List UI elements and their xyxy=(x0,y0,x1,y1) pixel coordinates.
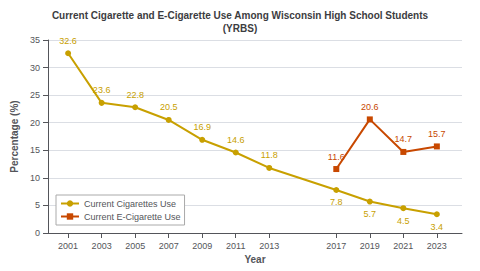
svg-text:23.6: 23.6 xyxy=(93,85,111,95)
svg-text:2023: 2023 xyxy=(427,241,447,251)
svg-text:32.6: 32.6 xyxy=(59,36,77,46)
svg-text:25: 25 xyxy=(30,90,40,100)
svg-text:2009: 2009 xyxy=(192,241,212,251)
svg-text:0: 0 xyxy=(35,228,40,238)
svg-text:30: 30 xyxy=(30,63,40,73)
svg-text:10: 10 xyxy=(30,173,40,183)
svg-text:2001: 2001 xyxy=(58,241,78,251)
svg-text:2021: 2021 xyxy=(393,241,413,251)
svg-text:11.8: 11.8 xyxy=(261,150,278,160)
svg-text:11.6: 11.6 xyxy=(328,152,345,162)
svg-text:2007: 2007 xyxy=(159,241,179,251)
svg-text:22.8: 22.8 xyxy=(126,90,144,100)
svg-text:5.7: 5.7 xyxy=(364,209,377,219)
svg-text:2005: 2005 xyxy=(125,241,145,251)
svg-text:20.6: 20.6 xyxy=(361,102,379,112)
svg-text:Current Cigarettes Use: Current Cigarettes Use xyxy=(84,199,176,209)
svg-text:15.7: 15.7 xyxy=(428,129,446,139)
svg-text:Current Cigarette and E-Cigare: Current Cigarette and E-Cigarette Use Am… xyxy=(52,10,429,21)
svg-text:14.6: 14.6 xyxy=(227,135,245,145)
svg-text:2013: 2013 xyxy=(259,241,279,251)
svg-text:2011: 2011 xyxy=(226,241,245,251)
svg-text:2003: 2003 xyxy=(92,241,112,251)
svg-text:15: 15 xyxy=(30,145,40,155)
svg-text:Percentage (%): Percentage (%) xyxy=(9,100,20,172)
svg-text:Year: Year xyxy=(244,254,265,265)
svg-text:5: 5 xyxy=(35,200,40,210)
svg-text:7.8: 7.8 xyxy=(330,197,343,207)
svg-text:20.5: 20.5 xyxy=(160,102,178,112)
svg-text:(YRBS): (YRBS) xyxy=(223,23,257,34)
svg-text:35: 35 xyxy=(30,35,40,45)
svg-text:Current E-Cigarette Use: Current E-Cigarette Use xyxy=(84,212,181,222)
svg-text:3.4: 3.4 xyxy=(431,222,444,232)
svg-text:2017: 2017 xyxy=(326,241,346,251)
svg-text:20: 20 xyxy=(30,118,40,128)
svg-text:4.5: 4.5 xyxy=(397,216,410,226)
svg-text:16.9: 16.9 xyxy=(193,122,211,132)
svg-text:14.7: 14.7 xyxy=(395,134,413,144)
svg-text:2019: 2019 xyxy=(360,241,380,251)
